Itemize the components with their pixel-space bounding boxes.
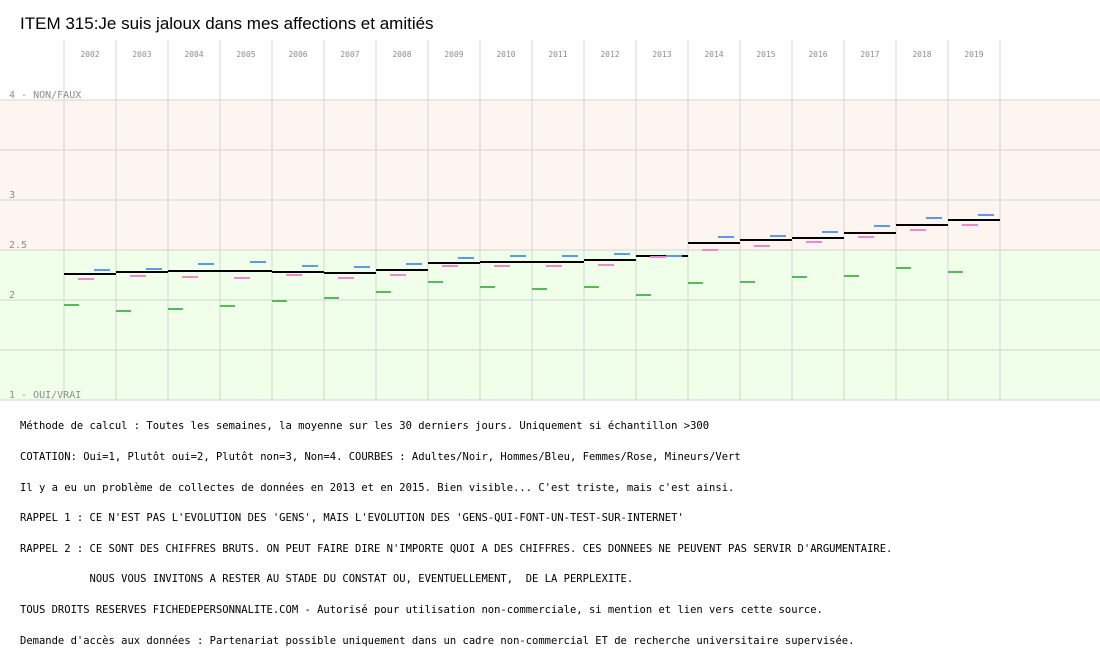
x-tick-label: 2012 bbox=[600, 50, 619, 59]
y-tick-label: 2 bbox=[9, 290, 15, 301]
y-tick-label: 4 - NON/FAUX bbox=[9, 90, 81, 101]
lower-band bbox=[0, 250, 1100, 400]
x-axis-labels: 2002 2003 2004 2005 2006 2007 2008 2009 2010 2011… bbox=[80, 50, 983, 59]
x-tick-label: 2007 bbox=[340, 50, 359, 59]
upper-band bbox=[0, 100, 1100, 250]
x-tick-label: 2008 bbox=[392, 50, 411, 59]
y-tick-label: 3 bbox=[9, 190, 15, 201]
note-line: Méthode de calcul : Toutes les semaines,… bbox=[20, 420, 710, 433]
x-tick-label: 2002 bbox=[80, 50, 99, 59]
chart-title: ITEM 315:Je suis jaloux dans mes affecti… bbox=[20, 14, 434, 33]
x-tick-label: 2017 bbox=[860, 50, 879, 59]
x-tick-label: 2014 bbox=[704, 50, 723, 59]
y-axis-labels: 4 - NON/FAUX 3 2.5 2 1 - OUI/VRAI bbox=[9, 90, 81, 401]
x-tick-label: 2011 bbox=[548, 50, 567, 59]
x-tick-label: 2006 bbox=[288, 50, 307, 59]
note-line: TOUS DROITS RESERVES FICHEDEPERSONNALITE… bbox=[20, 603, 823, 616]
x-tick-label: 2018 bbox=[912, 50, 931, 59]
y-tick-label: 1 - OUI/VRAI bbox=[9, 390, 81, 401]
note-line: Il y a eu un problème de collectes de do… bbox=[20, 481, 735, 494]
x-tick-label: 2009 bbox=[444, 50, 463, 59]
y-tick-label: 2.5 bbox=[9, 240, 27, 251]
x-tick-label: 2019 bbox=[964, 50, 983, 59]
note-line: NOUS VOUS INVITONS A RESTER AU STADE DU … bbox=[20, 573, 634, 586]
note-line: COTATION: Oui=1, Plutôt oui=2, Plutôt no… bbox=[20, 451, 741, 463]
note-line: RAPPEL 1 : CE N'EST PAS L'EVOLUTION DES … bbox=[20, 512, 684, 525]
grid bbox=[0, 40, 1100, 401]
note-line: Demande d'accès aux données : Partenaria… bbox=[20, 634, 855, 647]
x-tick-label: 2004 bbox=[184, 50, 203, 59]
notes-block: Méthode de calcul : Toutes les semaines,… bbox=[20, 401, 892, 656]
x-tick-label: 2010 bbox=[496, 50, 515, 59]
x-tick-label: 2015 bbox=[756, 50, 775, 59]
x-tick-label: 2016 bbox=[808, 50, 827, 59]
data-marks bbox=[64, 214, 1000, 312]
x-tick-label: 2005 bbox=[236, 50, 255, 59]
note-line: RAPPEL 2 : CE SONT DES CHIFFRES BRUTS. O… bbox=[20, 542, 893, 555]
x-tick-label: 2003 bbox=[132, 50, 151, 59]
x-tick-label: 2013 bbox=[652, 50, 671, 59]
